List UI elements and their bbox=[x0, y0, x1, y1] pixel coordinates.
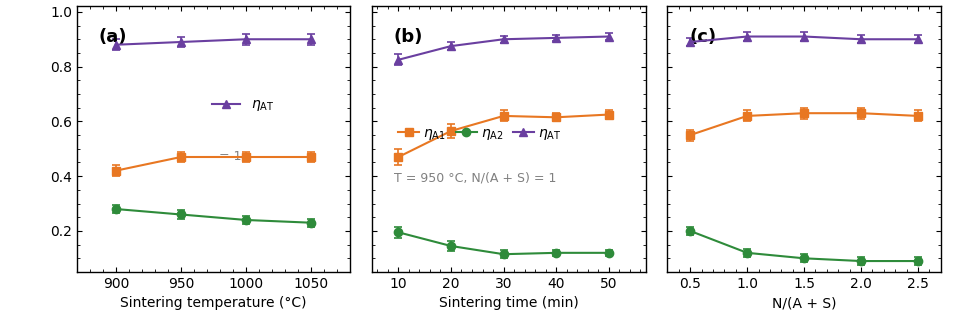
X-axis label: Sintering time (min): Sintering time (min) bbox=[439, 296, 579, 310]
X-axis label: Sintering temperature (°C): Sintering temperature (°C) bbox=[120, 296, 307, 310]
Text: = 1: = 1 bbox=[219, 150, 242, 164]
Legend: $\eta_{\mathrm{AT}}$: $\eta_{\mathrm{AT}}$ bbox=[206, 92, 280, 119]
Text: (b): (b) bbox=[394, 28, 423, 46]
X-axis label: N/(A + S): N/(A + S) bbox=[772, 296, 836, 310]
Text: T = 950 °C, N/(A + S) = 1: T = 950 °C, N/(A + S) = 1 bbox=[394, 171, 557, 184]
Legend: $\eta_{\mathrm{A1}}$, $\eta_{\mathrm{A2}}$, $\eta_{\mathrm{AT}}$: $\eta_{\mathrm{A1}}$, $\eta_{\mathrm{A2}… bbox=[393, 120, 567, 148]
Text: (a): (a) bbox=[99, 28, 127, 46]
Text: (c): (c) bbox=[689, 28, 716, 46]
